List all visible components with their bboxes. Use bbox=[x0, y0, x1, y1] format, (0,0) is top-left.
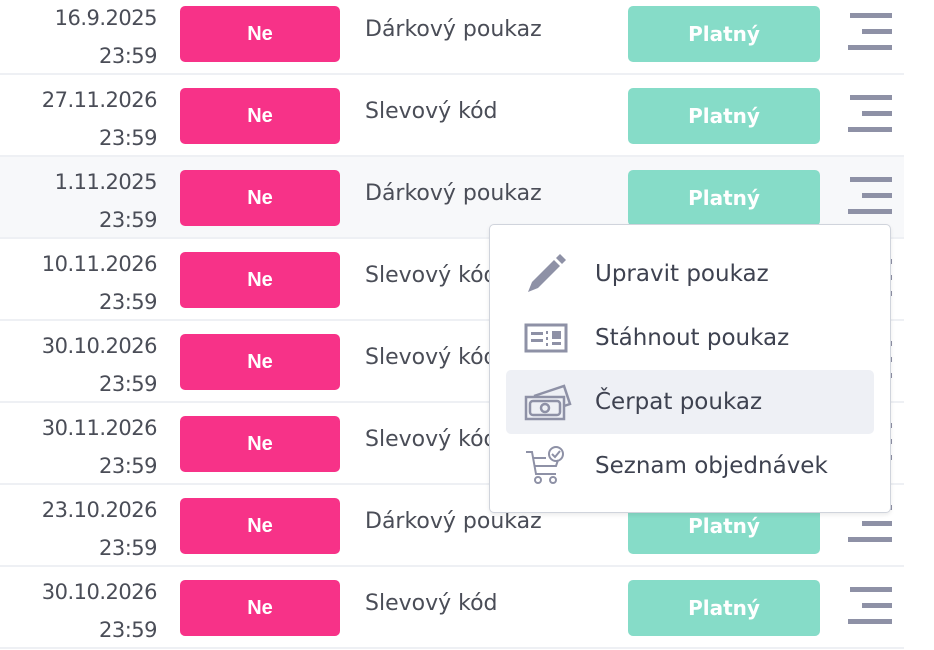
time-text: 23:59 bbox=[98, 618, 158, 642]
hamburger-line bbox=[848, 127, 892, 132]
expiry-date: 30.10.2026 23:59 bbox=[41, 573, 158, 649]
voucher-type: Dárkový poukaz bbox=[365, 509, 542, 534]
date-text: 16.9.2025 bbox=[54, 6, 158, 30]
pencil-icon bbox=[528, 254, 566, 292]
hamburger-line bbox=[850, 587, 892, 592]
flag-button[interactable]: Ne bbox=[180, 252, 340, 308]
hamburger-line bbox=[850, 95, 892, 100]
date-text: 10.11.2026 bbox=[41, 252, 158, 276]
date-text: 30.11.2026 bbox=[41, 416, 158, 440]
time-text: 23:59 bbox=[98, 536, 158, 560]
hamburger-line bbox=[848, 537, 892, 542]
flag-button[interactable]: Ne bbox=[180, 580, 340, 636]
voucher-type: Slevový kód bbox=[365, 263, 498, 288]
date-text: 1.11.2025 bbox=[54, 170, 158, 194]
table-row: 27.11.2026 23:59 Ne Slevový kód Platný bbox=[0, 75, 904, 157]
menu-item-edit[interactable]: Upravit poukaz bbox=[506, 242, 874, 306]
expiry-date: 30.11.2026 23:59 bbox=[41, 409, 158, 485]
hamburger-line bbox=[850, 177, 892, 182]
time-text: 23:59 bbox=[98, 126, 158, 150]
hamburger-line bbox=[862, 521, 892, 526]
status-badge: Platný bbox=[628, 170, 820, 226]
voucher-type: Slevový kód bbox=[365, 591, 498, 616]
expiry-date: 10.11.2026 23:59 bbox=[41, 245, 158, 321]
flag-button[interactable]: Ne bbox=[180, 88, 340, 144]
row-menu-button[interactable] bbox=[846, 587, 894, 627]
hamburger-line bbox=[862, 193, 892, 198]
row-menu-button[interactable] bbox=[846, 177, 894, 217]
voucher-type: Dárkový poukaz bbox=[365, 181, 542, 206]
expiry-date: 1.11.2025 23:59 bbox=[54, 163, 158, 239]
row-menu-button[interactable] bbox=[846, 95, 894, 135]
flag-button[interactable]: Ne bbox=[180, 6, 340, 62]
status-badge: Platný bbox=[628, 88, 820, 144]
row-menu-button[interactable] bbox=[846, 13, 894, 53]
status-badge: Platný bbox=[628, 580, 820, 636]
time-text: 23:59 bbox=[98, 44, 158, 68]
hamburger-line bbox=[850, 13, 892, 18]
cart-check-icon bbox=[526, 446, 564, 484]
menu-item-redeem[interactable]: Čerpat poukaz bbox=[506, 370, 874, 434]
row-context-menu: Upravit poukaz Stáhnout poukaz Čerpat po… bbox=[489, 224, 891, 513]
flag-button[interactable]: Ne bbox=[180, 498, 340, 554]
time-text: 23:59 bbox=[98, 372, 158, 396]
hamburger-line bbox=[848, 45, 892, 50]
hamburger-line bbox=[848, 209, 892, 214]
menu-item-download[interactable]: Stáhnout poukaz bbox=[506, 306, 874, 370]
flag-button[interactable]: Ne bbox=[180, 170, 340, 226]
voucher-type: Slevový kód bbox=[365, 99, 498, 124]
voucher-type: Slevový kód bbox=[365, 427, 498, 452]
expiry-date: 27.11.2026 23:59 bbox=[41, 81, 158, 157]
date-text: 30.10.2026 bbox=[41, 580, 158, 604]
money-icon bbox=[524, 384, 572, 421]
expiry-date: 30.10.2026 23:59 bbox=[41, 327, 158, 403]
status-badge: Platný bbox=[628, 6, 820, 62]
hamburger-line bbox=[862, 603, 892, 608]
voucher-type: Dárkový poukaz bbox=[365, 17, 542, 42]
hamburger-line bbox=[862, 29, 892, 34]
ticket-icon bbox=[524, 323, 568, 353]
hamburger-line bbox=[862, 111, 892, 116]
hamburger-line bbox=[848, 619, 892, 624]
date-text: 27.11.2026 bbox=[41, 88, 158, 112]
expiry-date: 16.9.2025 23:59 bbox=[54, 0, 158, 75]
menu-item-orders[interactable]: Seznam objednávek bbox=[506, 434, 874, 498]
time-text: 23:59 bbox=[98, 290, 158, 314]
date-text: 30.10.2026 bbox=[41, 334, 158, 358]
date-text: 23.10.2026 bbox=[41, 498, 158, 522]
time-text: 23:59 bbox=[98, 454, 158, 478]
time-text: 23:59 bbox=[98, 208, 158, 232]
flag-button[interactable]: Ne bbox=[180, 334, 340, 390]
expiry-date: 23.10.2026 23:59 bbox=[41, 491, 158, 567]
table-row: 30.10.2026 23:59 Ne Slevový kód Platný bbox=[0, 567, 904, 649]
flag-button[interactable]: Ne bbox=[180, 416, 340, 472]
voucher-type: Slevový kód bbox=[365, 345, 498, 370]
table-row: 16.9.2025 23:59 Ne Dárkový poukaz Platný bbox=[0, 0, 904, 75]
